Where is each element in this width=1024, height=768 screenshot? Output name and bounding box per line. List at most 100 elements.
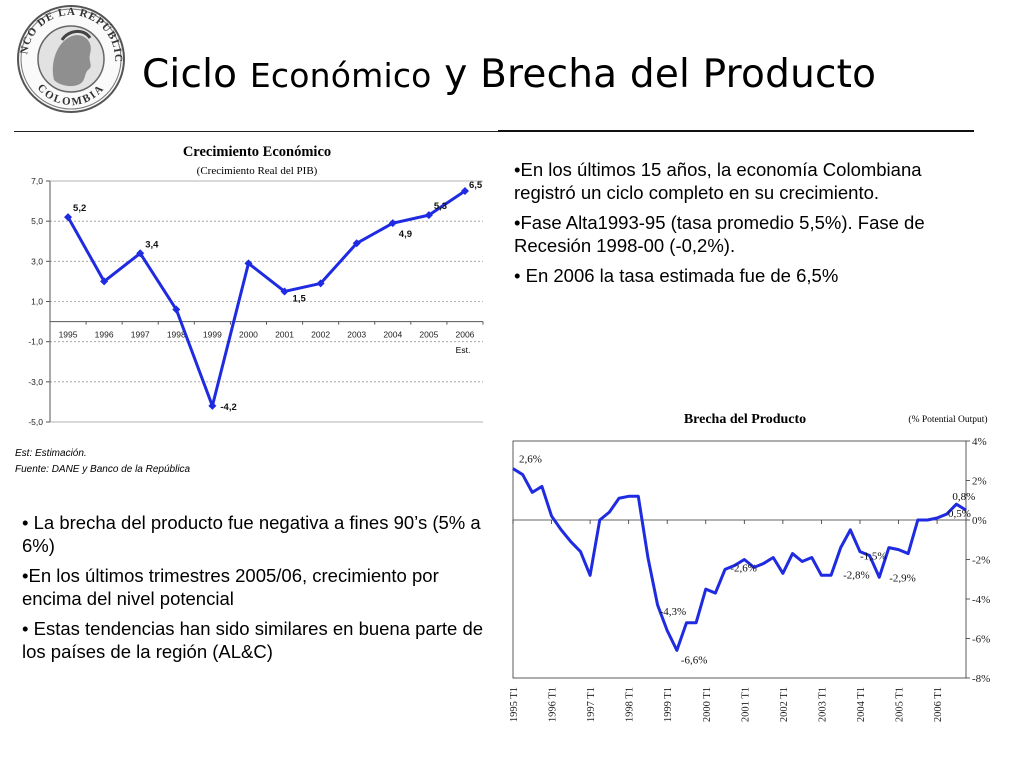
title-word-3: y (444, 52, 468, 97)
xtick-label: 1995 (59, 330, 78, 340)
xtick-label: 1995 T1 (509, 687, 520, 722)
data-label: -1,5% (860, 551, 887, 563)
xtick-label: 2004 (383, 330, 402, 340)
data-label: 0,5% (948, 508, 971, 520)
gap-chart-title: Brecha del Producto (684, 412, 806, 427)
data-point (424, 211, 433, 220)
xtick-label: 2000 T1 (702, 687, 713, 722)
banco-republica-logo: BANCO DE LA REPÚBLICA COLOMBIA (10, 4, 125, 113)
growth-chart-axes (46, 180, 484, 423)
xtick-label: 2006 (455, 330, 474, 340)
data-label: 4,9 (399, 229, 412, 240)
xtick-label: 2006 T1 (933, 687, 944, 722)
data-label: 5,3 (434, 201, 447, 212)
title-word-2: Económico (249, 56, 432, 95)
data-label: -4,3% (660, 606, 687, 618)
xtick-label: 1997 T1 (586, 687, 597, 722)
title-rule-right (498, 130, 974, 132)
bullets-top: •En los últimos 15 años, la economía Col… (514, 158, 984, 294)
gap-line (512, 467, 967, 652)
ytick-label: -3,0 (28, 377, 43, 387)
xtick-label: 2003 T1 (817, 687, 828, 722)
title-rule-left (14, 131, 498, 132)
bullet-item: • La brecha del producto fue negativa a … (22, 512, 481, 556)
data-point (352, 239, 361, 248)
ytick-label: 1,0 (31, 297, 43, 307)
growth-chart-markers (64, 187, 469, 410)
data-label: 3,4 (145, 239, 159, 250)
growth-line (66, 189, 466, 408)
data-point (316, 279, 325, 288)
chart-notes: Est: Estimación. Fuente: DANE y Banco de… (15, 446, 190, 478)
xtick-label: 1998 T1 (625, 687, 636, 722)
gap-chart-data-labels: 2,6% -4,3% -6,6% -2,6% -2,8% -1,5%-2,9% 0,8% 0,… (519, 454, 975, 667)
data-label: -2,9% (889, 572, 916, 584)
ytick-label: -5,0 (28, 417, 43, 427)
data-label: 2,6% (519, 454, 542, 466)
data-label: 6,5 (469, 180, 483, 191)
gap-chart-series (512, 467, 967, 652)
data-point (388, 219, 397, 228)
source-note: Fuente: DANE y Banco de la República (15, 464, 191, 475)
xtick-label: 2002 (311, 330, 330, 340)
data-point (100, 277, 109, 286)
data-point (460, 187, 469, 196)
data-point (208, 401, 217, 410)
ytick-label: 7,0 (31, 176, 43, 186)
xtick-label: 1996 T1 (548, 687, 559, 722)
xtick-label: 2001 (275, 330, 294, 340)
xtick-label: 2005 (419, 330, 438, 340)
growth-chart-yticks: 7,0 5,0 3,0 1,0 -1,0 -3,0 -5,0 (28, 176, 43, 427)
xtick-label: 2001 T1 (740, 687, 751, 722)
ytick-label: -4% (972, 594, 990, 606)
estimation-note: Est: Estimación. (15, 448, 87, 459)
growth-chart-grid (50, 220, 483, 383)
xtick-label: 1998 (167, 330, 186, 340)
data-label: -6,6% (681, 654, 708, 666)
growth-chart-xticks: 1995 1996 1997 1998 1999 2000 2001 2002 2003 2004… (59, 330, 475, 340)
ytick-label: -2% (972, 555, 990, 567)
ytick-label: 2% (972, 476, 987, 488)
data-point (244, 259, 253, 268)
slide-title: Ciclo Económico y Brecha del Producto (142, 52, 876, 97)
gap-chart-subtitle: (% Potential Output) (908, 414, 987, 425)
ytick-label: 5,0 (31, 216, 43, 226)
ytick-label: 4% (972, 436, 987, 448)
growth-chart-est-note: Est. (456, 345, 471, 355)
data-point (64, 213, 73, 222)
growth-chart-data-labels: 5,2 3,4 -4,2 1,5 4,9 5,3 6,5 (73, 180, 483, 413)
growth-chart-subtitle: (Crecimiento Real del PIB) (197, 165, 318, 177)
data-point (172, 305, 181, 314)
data-label: 1,5 (293, 293, 307, 304)
ytick-label: -1,0 (28, 337, 43, 347)
data-label: -2,6% (730, 563, 757, 575)
ytick-label: -6% (972, 634, 990, 646)
growth-chart-series (66, 189, 466, 408)
xtick-label: 2004 T1 (856, 687, 867, 722)
data-label: 5,2 (73, 203, 86, 214)
gap-chart-yticks: 4% 2% 0% -2% -4% -6% -8% (972, 436, 990, 685)
gap-chart-xticks: 1995 T1 1996 T1 1997 T1 1998 T1 1999 T1 2000 … (509, 687, 944, 722)
xtick-label: 1999 (203, 330, 222, 340)
bullet-item: • En 2006 la tasa estimada fue de 6,5% (514, 265, 839, 286)
ytick-label: -8% (972, 673, 990, 685)
bullet-item: •En los últimos trimestres 2005/06, crec… (22, 565, 439, 609)
bullets-bottom: • La brecha del producto fue negativa a … (22, 511, 494, 670)
growth-chart-title: Crecimiento Económico (183, 144, 331, 160)
xtick-label: 1999 T1 (663, 687, 674, 722)
data-point (280, 287, 289, 296)
plot-frame (512, 440, 967, 679)
xtick-label: 2002 T1 (779, 687, 790, 722)
title-word-4: Brecha del Producto (480, 52, 877, 97)
data-label: -2,8% (843, 569, 870, 581)
xtick-label: 2003 (347, 330, 366, 340)
data-point (136, 249, 145, 258)
xtick-label: 2005 T1 (895, 687, 906, 722)
data-label: 0,8% (952, 491, 975, 503)
xtick-label: 1996 (95, 330, 114, 340)
gap-chart-axes (512, 440, 970, 679)
ytick-label: 0% (972, 515, 987, 527)
xtick-label: 1997 (131, 330, 150, 340)
